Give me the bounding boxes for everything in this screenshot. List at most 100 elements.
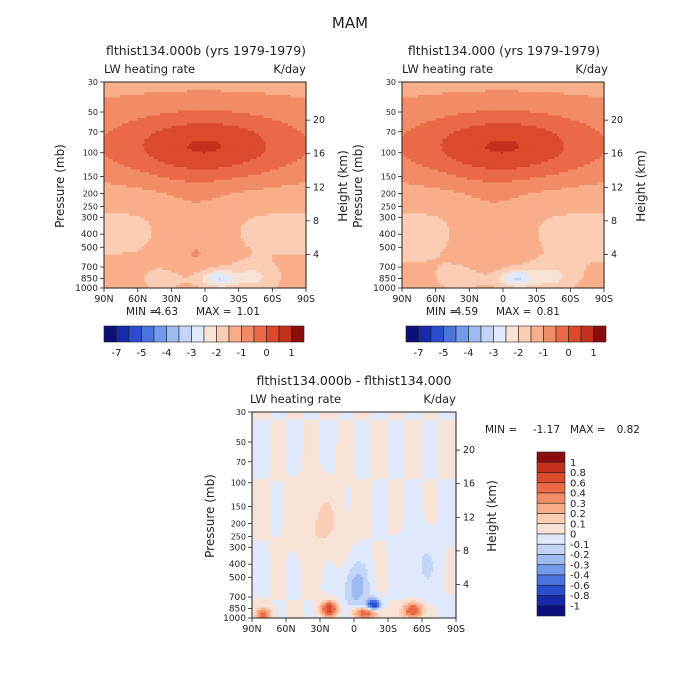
panel-1-heat-cell (258, 87, 262, 91)
panel-1-heat-cell (112, 92, 116, 96)
panel-1-heat-cell (148, 92, 152, 96)
panel-1-heat-cell (267, 110, 271, 114)
panel-1-heat-cell (148, 94, 152, 99)
panel-1-heat-cell (290, 97, 294, 101)
panel-1-heat-cell (263, 102, 267, 106)
panel-1-heat-cell (121, 112, 125, 117)
panel-1-heat-cell (148, 97, 152, 101)
panel-1-heat-cell (160, 82, 163, 86)
panel-1-heat-cell (151, 87, 154, 91)
panel-1-heat-cell (205, 115, 208, 119)
panel-1-heat-cell (128, 94, 132, 99)
panel-1-heat-cell (225, 94, 229, 99)
panel-1-heat-cell (216, 112, 220, 117)
panel-1-heat-cell (222, 118, 226, 122)
panel-1-heat-cell (119, 97, 123, 101)
panel-1-heat-cell (290, 94, 294, 99)
panel-1-heat-cell (137, 107, 141, 111)
panel-1-heat-cell (290, 92, 294, 96)
panel-1-heat-cell (211, 87, 215, 91)
panel-1-heat-cell (124, 89, 128, 93)
panel-1-heat-cell (198, 107, 202, 111)
panel-1-heat-cell (191, 89, 195, 93)
panel-1-heat-cell (265, 89, 269, 93)
panel-1-heat-cell (124, 110, 128, 114)
panel-1-heat-cell (153, 120, 157, 124)
panel-1-heat-cell (164, 118, 168, 122)
panel-1-heat-cell (135, 102, 139, 106)
panel-1-heat-cell (104, 97, 107, 101)
panel-1-heat-cell (184, 84, 188, 88)
panel-1-heat-cell (303, 97, 307, 101)
panel-1-heat-cell (162, 115, 166, 119)
panel-1-heat-cell (207, 89, 211, 93)
panel-1-heat-cell (267, 118, 271, 122)
panel-1-heat-cell (157, 87, 161, 91)
panel-1-heat-cell (231, 105, 235, 109)
panel-1-heat-cell (128, 110, 132, 114)
panel-1-heat-cell (148, 100, 152, 104)
panel-1-heat-cell (222, 107, 226, 111)
panel-1-heat-cell (274, 112, 278, 117)
panel-1-heat-cell (153, 115, 157, 119)
panel-1-heat-cell (187, 118, 190, 122)
panel-1-heat-cell (124, 120, 128, 124)
panel-1-heat-cell (200, 107, 204, 111)
panel-1-heat-cell (200, 112, 204, 117)
panel-1-heat-cell (213, 92, 217, 96)
panel-1-heat-cell (229, 89, 233, 93)
panel-1-heat-cell (267, 94, 271, 99)
panel-1-heat-cell (193, 102, 197, 106)
panel-1-heat-cell (265, 112, 269, 117)
panel-1-heat-cell (189, 115, 193, 119)
panel-1-heat-cell (130, 112, 134, 117)
panel-1-heat-cell (234, 94, 238, 99)
panel-1-heat-cell (274, 84, 278, 88)
panel-1-heat-cell (265, 105, 269, 109)
panel-1-heat-cell (272, 84, 276, 88)
panel-1-heat-cell (249, 118, 253, 122)
panel-1-heat-cell (220, 118, 224, 122)
panel-1-heat-cell (184, 87, 188, 91)
panel-1-heat-cell (126, 105, 130, 109)
panel-1-heat-cell (133, 84, 137, 88)
panel-1-heat-cell (130, 102, 134, 106)
panel-1-heat-cell (283, 87, 287, 91)
panel-1-heat-cell (119, 82, 123, 86)
panel-1-heat-cell (104, 102, 107, 106)
panel-1-heat-cell (135, 112, 139, 117)
panel-1-heat-cell (267, 92, 271, 96)
panel-1-heat-cell (142, 107, 145, 111)
panel-1-heat-cell (265, 87, 269, 91)
panel-1-heat-cell (222, 84, 226, 88)
panel-1-heat-cell (160, 94, 163, 99)
panel-1-heat-cell (187, 102, 190, 106)
panel-1-heat-cell (252, 107, 255, 111)
panel-1-heat-cell (209, 110, 213, 114)
panel-1-heat-cell (231, 97, 235, 101)
panel-1-heat-cell (198, 105, 202, 109)
panel-1-heat-cell (142, 94, 145, 99)
panel-1-heat-cell (267, 89, 271, 93)
panel-1-heat-cell (254, 100, 258, 104)
panel-1-heat-cell (112, 97, 116, 101)
panel-1-heat-cell (256, 84, 260, 88)
panel-1-heat-cell (276, 100, 280, 104)
panel-1-heat-cell (189, 120, 193, 124)
panel-1-heat-cell (292, 102, 296, 106)
panel-1-heat-cell (157, 92, 161, 96)
panel-1-heat-cell (155, 87, 159, 91)
panel-1-heat-cell (270, 82, 273, 86)
panel-1-heat-cell (285, 84, 289, 88)
panel-1-heat-cell (263, 97, 267, 101)
panel-1-heat-cell (213, 105, 217, 109)
panel-1-heat-cell (180, 115, 184, 119)
panel-1-heat-cell (180, 87, 184, 91)
panel-1-heat-cell (211, 110, 215, 114)
panel-1-heat-cell (290, 102, 294, 106)
panel-1-heat-cell (236, 89, 240, 93)
panel-1-heat-cell (249, 87, 253, 91)
panel-1-heat-cell (184, 82, 188, 86)
panel-1-heat-cell (279, 82, 282, 86)
